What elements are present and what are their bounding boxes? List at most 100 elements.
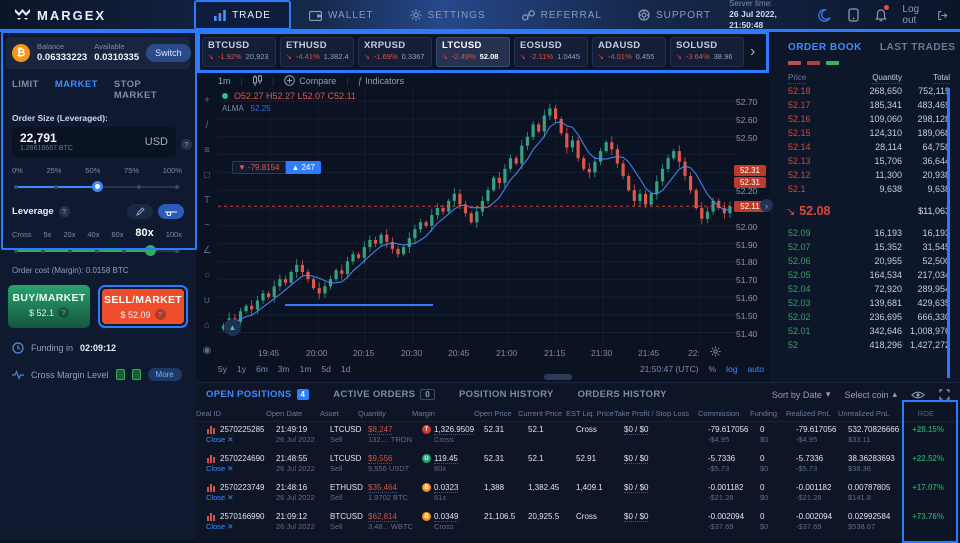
eye-icon[interactable]: ◉ xyxy=(202,344,212,356)
leverage-option-cross[interactable]: Cross xyxy=(12,230,32,240)
ticker-card-ltcusd[interactable]: LTCUSD ↘ -2.49% 52.08 xyxy=(436,37,510,67)
order-book-row[interactable]: 52.13 15,706 36,644 xyxy=(788,154,950,168)
candlestick-chart[interactable] xyxy=(218,87,736,345)
cell-tpsl[interactable]: $0 / $0 xyxy=(624,425,649,435)
order-size-help-icon[interactable]: ? xyxy=(181,139,192,151)
leverage-edit-button[interactable] xyxy=(127,204,153,220)
ticker-card-ethusd[interactable]: ETHUSD ↘ -4.41% 1,382.4 xyxy=(280,37,354,67)
axis-settings-gear-icon[interactable] xyxy=(710,346,721,357)
pattern-icon[interactable]: ~ xyxy=(204,219,210,231)
leverage-slider-handle[interactable] xyxy=(145,245,157,257)
sell-help-icon[interactable]: ? xyxy=(154,309,166,321)
order-book-row[interactable]: 52 418,296 1,427,272 xyxy=(788,338,950,352)
order-book-row[interactable]: 52.17 185,341 483,469 xyxy=(788,98,950,112)
scroll-to-price-button[interactable]: › xyxy=(760,199,773,212)
order-size-value[interactable]: 22,791 xyxy=(20,131,57,146)
percent-label[interactable]: 75% xyxy=(124,166,140,176)
auto-scale-button[interactable]: auto xyxy=(747,364,764,374)
order-book-tab-last-trades[interactable]: LAST TRADES xyxy=(879,42,956,53)
order-book-row[interactable]: 52.03 139,681 429,635 xyxy=(788,296,950,310)
ticker-card-solusd[interactable]: SOLUSD ↘ -3.64% 38.96 xyxy=(670,37,744,67)
nav-item-referral[interactable]: REFERRAL xyxy=(504,0,620,30)
chart-clock[interactable]: 21:50:47 (UTC) xyxy=(639,364,699,374)
leverage-option-40x[interactable]: 40x xyxy=(87,230,100,240)
positions-tab-orders-history[interactable]: ORDERS HISTORY xyxy=(578,389,667,400)
order-book-row[interactable]: 52.15 124,310 189,068 xyxy=(788,126,950,140)
ticker-card-btcusd[interactable]: BTCUSD ↘ -1.92% 20,923 xyxy=(202,37,276,67)
leverage-option-80x[interactable]: 80x xyxy=(135,227,154,240)
leverage-help-icon[interactable]: ? xyxy=(58,206,70,218)
view-asks-icon[interactable] xyxy=(788,61,801,65)
order-book-row[interactable]: 52.1 9,638 9,638 xyxy=(788,182,950,196)
cell-tpsl[interactable]: $0 / $0 xyxy=(624,454,649,464)
order-book-row[interactable]: 52.14 28,114 64,758 xyxy=(788,140,950,154)
range-button-1y[interactable]: 1y xyxy=(236,364,246,374)
sell-market-button[interactable]: SELL/MARKET $ 52.09 ? xyxy=(102,289,184,325)
view-both-icon[interactable] xyxy=(807,61,820,65)
percent-label[interactable]: 0% xyxy=(12,166,23,176)
positions-tab-active-orders[interactable]: ACTIVE ORDERS 0 xyxy=(333,389,436,400)
publish-idea-button[interactable]: ▲ xyxy=(224,319,241,336)
cell-tpsl[interactable]: $0 / $0 xyxy=(624,512,649,522)
timeframe-button[interactable]: 1m xyxy=(218,75,231,86)
order-book-row[interactable]: 52.16 109,060 298,128 xyxy=(788,112,950,126)
magnet-icon[interactable]: ∪ xyxy=(203,294,211,306)
sort-by-date-dropdown[interactable]: Sort by Date ▾ xyxy=(771,389,831,400)
rectangle-icon[interactable]: □ xyxy=(203,169,211,181)
order-tab-market[interactable]: MARKET xyxy=(54,79,98,91)
text-icon[interactable]: T xyxy=(203,194,211,206)
compare-button[interactable]: Compare xyxy=(284,75,336,86)
leverage-slider-button[interactable] xyxy=(158,204,184,220)
switch-button[interactable]: Switch xyxy=(146,44,191,63)
percent-slider-handle[interactable] xyxy=(92,181,104,193)
nav-item-trade[interactable]: TRADE xyxy=(194,0,291,30)
time-axis[interactable]: 19:45 20:00 20:15 20:30 20:45 21:00 21:15 21:30… xyxy=(218,346,736,362)
indicators-button[interactable]: f Indicators xyxy=(359,76,405,86)
logout-button[interactable]: Log out xyxy=(902,4,948,26)
buy-help-icon[interactable]: ? xyxy=(58,307,70,319)
range-button-1m[interactable]: 1m xyxy=(299,364,312,374)
notifications-bell-icon[interactable] xyxy=(874,5,890,23)
lock-icon[interactable]: ⌂ xyxy=(203,319,211,331)
order-book-row[interactable]: 52.06 20,955 52,500 xyxy=(788,254,950,268)
percent-label[interactable]: 100% xyxy=(162,166,182,176)
ticker-card-xrpusd[interactable]: XRPUSD ↘ -1.69% 0.3367 xyxy=(358,37,432,67)
order-book-row[interactable]: 52.18 268,650 752,119 xyxy=(788,84,950,98)
range-button-5y[interactable]: 5y xyxy=(218,364,227,374)
order-size-input[interactable]: 22,791 1.26616667 BTC USD ? xyxy=(12,127,192,158)
order-book-row[interactable]: 52.04 72,920 289,954 xyxy=(788,282,950,296)
nav-item-wallet[interactable]: WALLET xyxy=(291,0,392,30)
order-book-row[interactable]: 52.01 342,646 1,008,976 xyxy=(788,324,950,338)
mobile-app-icon[interactable] xyxy=(846,7,860,23)
percent-label[interactable]: 50% xyxy=(85,166,101,176)
toggle-columns-eye-icon[interactable] xyxy=(911,390,925,400)
range-button-1d[interactable]: 1d xyxy=(340,364,351,374)
close-position-button[interactable]: Close ✕ xyxy=(206,522,234,531)
cell-tpsl[interactable]: $0 / $0 xyxy=(624,483,649,493)
percent-scale-button[interactable]: % xyxy=(708,364,717,374)
leverage-option-5x[interactable]: 5x xyxy=(43,230,52,240)
margin-level-more-button[interactable]: More xyxy=(147,368,182,382)
log-scale-button[interactable]: log xyxy=(726,364,738,374)
buy-market-button[interactable]: BUY/MARKET $ 52.1 ? xyxy=(8,285,90,329)
leverage-option-100x[interactable]: 100x xyxy=(165,230,182,240)
chart-type-button[interactable] xyxy=(252,75,262,86)
close-position-button[interactable]: Close ✕ xyxy=(206,435,234,444)
ticker-scroll-right-button[interactable]: › xyxy=(750,43,756,60)
angle-icon[interactable]: ∠ xyxy=(202,244,212,256)
order-book-row[interactable]: 52.02 236,695 666,330 xyxy=(788,310,950,324)
order-book-row[interactable]: 52.07 15,352 31,545 xyxy=(788,240,950,254)
theme-moon-icon[interactable] xyxy=(818,7,832,23)
expand-panel-icon[interactable] xyxy=(939,389,950,400)
order-book-row[interactable]: 52.09 16,193 16,193 xyxy=(788,226,950,240)
range-button-3m[interactable]: 3m xyxy=(277,364,290,374)
nav-item-support[interactable]: SUPPORT xyxy=(620,0,729,30)
order-tab-stop-market[interactable]: STOP MARKET xyxy=(113,79,157,102)
position-marker[interactable]: ▼ -79.8154 ▲ 247 xyxy=(232,161,321,174)
order-tab-limit[interactable]: LIMIT xyxy=(12,79,39,91)
crosshair-icon[interactable]: + xyxy=(204,94,210,106)
fib-retracement-icon[interactable]: ≡ xyxy=(204,144,210,156)
ticker-card-adausd[interactable]: ADAUSD ↘ -4.01% 0.455 xyxy=(592,37,666,67)
close-position-button[interactable]: Close ✕ xyxy=(206,493,234,502)
chart-scrollbar-handle[interactable] xyxy=(544,374,572,380)
